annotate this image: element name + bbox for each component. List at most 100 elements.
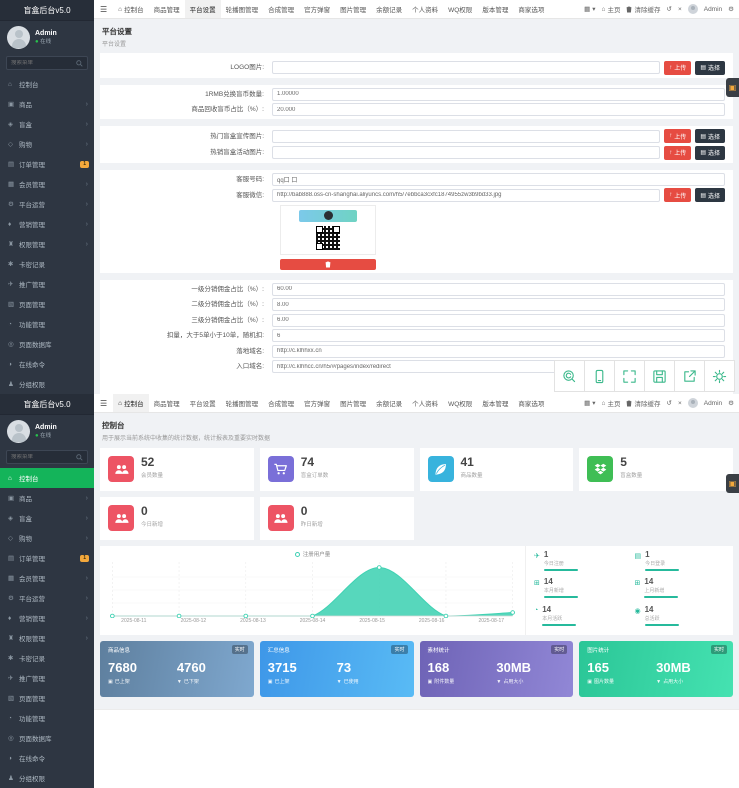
field-input[interactable] [272,146,661,159]
tab[interactable]: WQ权限 [443,0,477,18]
sidebar-search[interactable] [6,56,88,70]
floating-qrcode-widget[interactable]: ▣ [726,78,739,97]
tab[interactable]: 商家选项 [513,394,549,412]
sidebar-item[interactable]: ◎ 页面数据库 [0,334,94,354]
settings-button[interactable]: ⚙ [728,5,734,13]
stat-card[interactable]: 41 商品数量 [419,448,574,491]
tab[interactable]: 余额记录 [371,0,407,18]
chart-legend[interactable]: 注册用户量 [104,550,521,558]
tab[interactable]: 合成管理 [263,0,299,18]
summary-card[interactable]: 商品信息 实时 7680 ▣ 已上架 4760 ▼ 已下架 [100,641,254,697]
delete-image-button[interactable] [280,258,376,270]
tab[interactable]: 商家选项 [513,0,549,18]
save-toolbar-button[interactable] [644,360,675,392]
hamburger-icon[interactable]: ☰ [100,4,108,14]
stat-card[interactable]: 0 今日新增 [100,497,254,540]
sidebar-item[interactable]: ▣ 商品 › [0,94,94,114]
stat-card[interactable]: 74 盲盒订单数 [259,448,414,491]
fullscreen-toolbar-button[interactable] [614,360,645,392]
sidebar-item[interactable]: ◑ 在线命令 [0,354,94,374]
tab[interactable]: 图片管理 [335,0,371,18]
sidebar-item[interactable]: ▤ 订单管理 1 [0,548,94,568]
choose-button[interactable]: ▤ 选择 [695,60,725,75]
settings-toolbar-button[interactable] [704,360,735,392]
tab[interactable]: ⌂ 控制台 [113,394,149,412]
sidebar-item[interactable]: ◑ 在线命令 [0,748,94,768]
home-button[interactable]: ⌂ 主页 [601,5,621,15]
summary-card[interactable]: 素材统计 实时 168 ▣ 附件数量 30MB ▼ 占用大小 [419,641,574,697]
sidebar-item[interactable]: ♟ 分组权限 [0,768,94,788]
choose-button[interactable]: ▤ 选择 [695,145,725,160]
sidebar-item[interactable]: ◎ 页面数据库 [0,728,94,748]
stat-card[interactable]: 5 盲盒数量 [579,448,733,491]
sidebar-item[interactable]: ◇ 购物 › [0,528,94,548]
search-input[interactable] [11,454,76,460]
sidebar-item[interactable]: ✈ 推广管理 [0,274,94,294]
field-input[interactable] [272,103,725,116]
sidebar-item[interactable]: ◈ 盲盒 › [0,508,94,528]
sidebar-item[interactable]: ▤ 订单管理 1 [0,154,94,174]
sidebar-item[interactable]: ◔ 功能管理 [0,708,94,728]
avatar[interactable] [687,398,698,408]
clear-cache-button[interactable]: 清除缓存 [626,4,660,14]
stat-card[interactable]: 52 会员数量 [100,448,254,491]
sidebar-item[interactable]: ▧ 页面管理 [0,294,94,314]
sidebar-item[interactable]: ⌂ 控制台 [0,468,94,488]
tab[interactable]: 个人资料 [407,394,443,412]
topbar-user-name[interactable]: Admin [703,399,723,407]
sidebar-item[interactable]: ▦ 会员管理 › [0,174,94,194]
clear-cache-button[interactable]: 清除缓存 [626,398,660,408]
avatar[interactable] [687,4,698,14]
sidebar-item[interactable]: ♦ 营销管理 › [0,608,94,628]
upload-button[interactable]: ↑ 上传 [664,60,692,75]
sidebar-item[interactable]: ⚙ 平台运营 › [0,194,94,214]
field-input[interactable] [272,172,725,186]
settings-button[interactable]: ⚙ [728,399,734,407]
field-input[interactable] [272,87,725,101]
field-input[interactable] [272,61,661,74]
tab[interactable]: 商品管理 [149,0,185,18]
sidebar-item[interactable]: ⌂ 控制台 [0,74,94,94]
sidebar-item[interactable]: ▧ 页面管理 [0,688,94,708]
topbar-user-name[interactable]: Admin [703,5,723,13]
user-panel[interactable]: Admin ● 在线 [0,21,94,53]
tab[interactable]: 轮播图管理 [221,394,264,412]
sidebar-item[interactable]: ✱ 卡密记录 [0,254,94,274]
history-button[interactable]: ↺ [666,399,671,407]
tab[interactable]: 官方弹窗 [299,0,335,18]
sidebar-item[interactable]: ✈ 推广管理 [0,668,94,688]
sidebar-search[interactable] [6,450,88,464]
sidebar-item[interactable]: ✱ 卡密记录 [0,648,94,668]
tab[interactable]: WQ权限 [443,394,477,412]
tab[interactable]: 个人资料 [407,0,443,18]
field-input[interactable] [272,344,725,358]
sidebar-item[interactable]: ⚙ 平台运营 › [0,588,94,608]
sidebar-item[interactable]: ▦ 会员管理 › [0,568,94,588]
search-input[interactable] [11,60,76,66]
sidebar-item[interactable]: ♦ 营销管理 › [0,214,94,234]
field-input[interactable] [272,188,661,202]
floating-qrcode-widget[interactable]: ▣ [726,474,739,493]
user-panel[interactable]: Admin ● 在线 [0,415,94,447]
sidebar-item[interactable]: ▣ 商品 › [0,488,94,508]
upload-button[interactable]: ↑ 上传 [664,145,692,160]
share-toolbar-button[interactable] [674,360,705,392]
hamburger-icon[interactable]: ☰ [100,398,108,408]
layout-menu-button[interactable]: ▦ ▾ [584,5,595,13]
tab[interactable]: 平台设置 [184,0,221,18]
upload-button[interactable]: ↑ 上传 [664,188,692,202]
field-input[interactable] [272,129,661,143]
sidebar-item[interactable]: ◈ 盲盒 › [0,114,94,134]
tab[interactable]: 商品管理 [149,394,185,412]
preview-toolbar-button[interactable] [554,360,585,392]
mobile-toolbar-button[interactable] [584,360,615,392]
history-button[interactable]: ↺ [666,5,671,13]
choose-button[interactable]: ▤ 选择 [695,129,725,143]
tab[interactable]: 版本管理 [477,0,513,18]
stat-card[interactable]: 0 昨日新增 [259,497,414,540]
sidebar-item[interactable]: ♜ 权限管理 › [0,234,94,254]
close-button[interactable]: × [678,6,682,13]
choose-button[interactable]: ▤ 选择 [695,188,725,202]
summary-card[interactable]: 图片统计 实时 165 ▣ 图片数量 30MB ▼ 占用大小 [579,641,733,697]
tab[interactable]: 余额记录 [371,394,407,412]
